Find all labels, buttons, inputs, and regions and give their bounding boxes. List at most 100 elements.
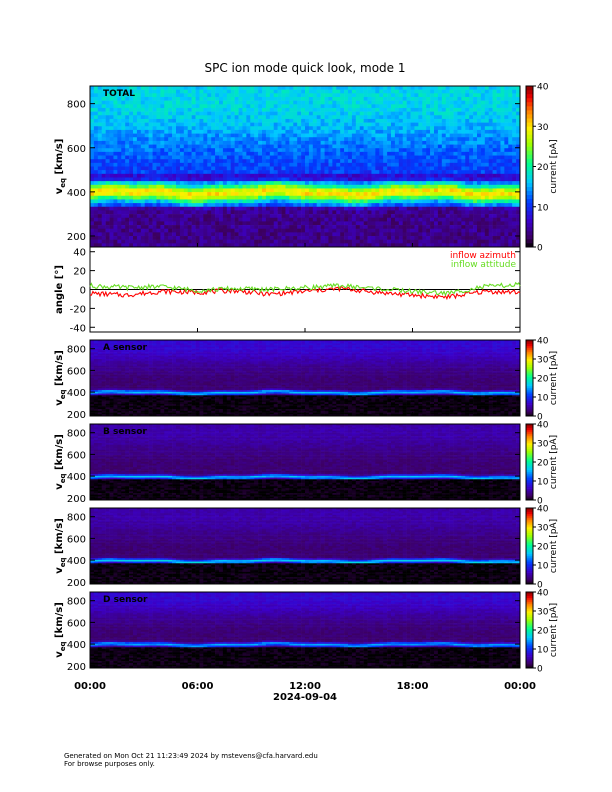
- heatmap-cell: [211, 145, 215, 149]
- heatmap-cell: [141, 108, 145, 112]
- heatmap-cell: [121, 177, 125, 181]
- heatmap-cell: [129, 192, 133, 196]
- heatmap-cell: [180, 170, 184, 174]
- heatmap-cell: [106, 108, 110, 112]
- heatmap-cell: [133, 101, 137, 105]
- heatmap-cell: [196, 152, 200, 156]
- heatmap-cell: [106, 199, 110, 203]
- heatmap-cell: [168, 119, 172, 123]
- heatmap-cell: [203, 123, 207, 127]
- heatmap-cell: [176, 152, 180, 156]
- heatmap-cell: [180, 177, 184, 181]
- heatmap-cell: [207, 221, 211, 225]
- heatmap-cell: [156, 177, 160, 181]
- heatmap-cell: [215, 214, 219, 218]
- heatmap-cell: [156, 207, 160, 211]
- heatmap-cell: [168, 236, 172, 240]
- heatmap-cell: [153, 119, 157, 123]
- heatmap-cell: [133, 104, 137, 108]
- heatmap-cell: [149, 210, 153, 214]
- heatmap-cell: [188, 225, 192, 229]
- heatmap-cell: [211, 207, 215, 211]
- heatmap-cell: [219, 148, 223, 152]
- heatmap-cell: [196, 199, 200, 203]
- heatmap-cell: [199, 137, 203, 141]
- heatmap-cell: [133, 167, 137, 171]
- heatmap-cell: [153, 170, 157, 174]
- heatmap-cell: [223, 101, 227, 105]
- heatmap-cell: [113, 174, 117, 178]
- heatmap-cell: [110, 134, 114, 138]
- heatmap-cell: [184, 145, 188, 149]
- heatmap-cell: [145, 159, 149, 163]
- heatmap-cell: [145, 167, 149, 171]
- heatmap-cell: [145, 192, 149, 196]
- heatmap-cell: [207, 203, 211, 207]
- heatmap-cell: [176, 225, 180, 229]
- heatmap-cell: [196, 159, 200, 163]
- heatmap-cell: [199, 101, 203, 105]
- heatmap-cell: [117, 232, 121, 236]
- heatmap-cell: [113, 218, 117, 222]
- heatmap-cell: [211, 159, 215, 163]
- heatmap-cell: [207, 137, 211, 141]
- heatmap-cell: [129, 199, 133, 203]
- heatmap-cell: [219, 86, 223, 90]
- heatmap-cell: [129, 123, 133, 127]
- heatmap-cell: [110, 101, 114, 105]
- heatmap-cell: [153, 192, 157, 196]
- heatmap-cell: [156, 229, 160, 233]
- heatmap-cell: [164, 210, 168, 214]
- heatmap-cell: [149, 207, 153, 211]
- heatmap-cell: [141, 119, 145, 123]
- heatmap-cell: [172, 210, 176, 214]
- heatmap-cell: [98, 108, 102, 112]
- heatmap-cell: [153, 218, 157, 222]
- heatmap-cell: [110, 240, 114, 244]
- heatmap-cell: [192, 232, 196, 236]
- heatmap-cell: [129, 188, 133, 192]
- heatmap-cell: [168, 174, 172, 178]
- heatmap-cell: [223, 167, 227, 171]
- heatmap-cell: [211, 174, 215, 178]
- heatmap-cell: [141, 203, 145, 207]
- heatmap-cell: [180, 159, 184, 163]
- heatmap-cell: [164, 112, 168, 116]
- heatmap-cell: [121, 170, 125, 174]
- heatmap-cell: [184, 97, 188, 101]
- heatmap-cell: [180, 145, 184, 149]
- heatmap-cell: [90, 203, 94, 207]
- heatmap-cell: [188, 148, 192, 152]
- heatmap-cell: [145, 221, 149, 225]
- heatmap-cell: [156, 145, 160, 149]
- heatmap-cell: [129, 126, 133, 130]
- heatmap-cell: [102, 225, 106, 229]
- heatmap-cell: [129, 185, 133, 189]
- heatmap-cell: [153, 134, 157, 138]
- heatmap-cell: [180, 115, 184, 119]
- heatmap-cell: [180, 137, 184, 141]
- heatmap-cell: [207, 145, 211, 149]
- heatmap-cell: [180, 101, 184, 105]
- heatmap-cell: [211, 93, 215, 97]
- heatmap-cell: [172, 123, 176, 127]
- heatmap-cell: [125, 112, 129, 116]
- heatmap-cell: [203, 152, 207, 156]
- heatmap-cell: [192, 119, 196, 123]
- heatmap-cell: [172, 137, 176, 141]
- heatmap-cell: [106, 134, 110, 138]
- heatmap-cell: [141, 163, 145, 167]
- heatmap-cell: [149, 156, 153, 160]
- heatmap-cell: [110, 177, 114, 181]
- figure-title: SPC ion mode quick look, mode 1: [205, 61, 406, 75]
- heatmap-cell: [141, 207, 145, 211]
- heatmap-cell: [184, 218, 188, 222]
- heatmap-cell: [133, 188, 137, 192]
- heatmap-cell: [164, 170, 168, 174]
- heatmap-cell: [102, 152, 106, 156]
- heatmap-cell: [149, 192, 153, 196]
- heatmap-cell: [168, 101, 172, 105]
- heatmap-cell: [156, 218, 160, 222]
- heatmap-cell: [164, 148, 168, 152]
- heatmap-cell: [90, 134, 94, 138]
